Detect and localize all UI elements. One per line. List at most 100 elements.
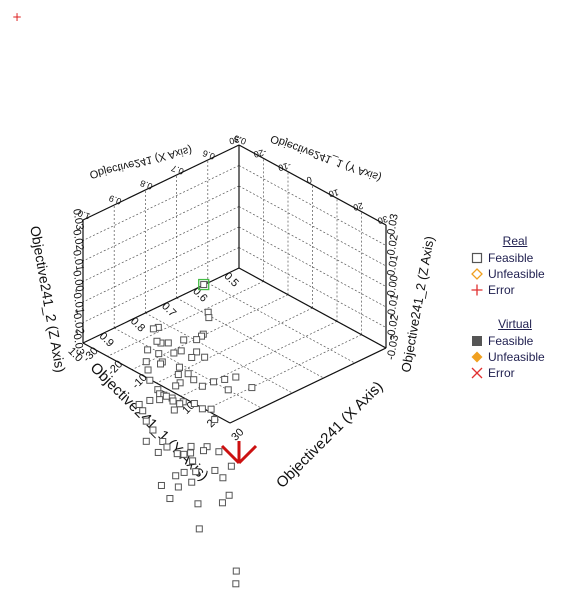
z-tick-label-left: -0.03 — [70, 329, 86, 356]
data-point[interactable] — [157, 481, 165, 489]
data-point[interactable] — [166, 495, 174, 503]
data-point[interactable] — [144, 346, 152, 354]
data-point[interactable] — [193, 348, 201, 356]
data-point[interactable] — [211, 416, 219, 424]
data-point[interactable] — [172, 382, 180, 390]
real-error-row: Error — [470, 282, 560, 298]
data-point[interactable] — [218, 499, 226, 507]
data-point[interactable] — [176, 400, 184, 408]
data-point[interactable] — [142, 358, 150, 366]
data-point[interactable] — [200, 281, 208, 289]
data-point[interactable] — [149, 325, 157, 333]
data-point[interactable] — [142, 417, 150, 425]
data-point[interactable] — [224, 386, 232, 394]
data-point[interactable] — [146, 376, 154, 384]
grid-line — [82, 206, 240, 282]
data-point[interactable] — [174, 483, 182, 491]
z-tick-label-left: 0.02 — [70, 228, 86, 251]
data-point[interactable] — [232, 567, 240, 575]
data-point[interactable] — [154, 448, 162, 456]
z-tick-label-right: -0.01 — [385, 293, 401, 320]
legend-real-title: Real — [502, 234, 528, 248]
data-point[interactable] — [170, 406, 178, 414]
data-point[interactable] — [232, 580, 240, 588]
data-point[interactable] — [190, 376, 198, 384]
data-point[interactable] — [187, 442, 195, 450]
data-point[interactable] — [142, 437, 150, 445]
data-point[interactable] — [146, 396, 154, 404]
axis-edge — [82, 144, 240, 221]
grid-line — [180, 321, 338, 397]
data-point[interactable] — [200, 447, 208, 455]
data-point[interactable] — [174, 371, 182, 379]
data-point[interactable] — [170, 349, 178, 357]
data-point[interactable] — [163, 443, 171, 451]
data-point[interactable] — [211, 466, 219, 474]
legend-label: Unfeasible — [488, 350, 545, 364]
data-point[interactable] — [198, 405, 206, 413]
data-point[interactable] — [159, 438, 167, 445]
grid-line — [82, 165, 240, 241]
data-point[interactable] — [248, 384, 256, 392]
data-point[interactable] — [157, 360, 165, 368]
highlight-point[interactable] — [198, 278, 210, 291]
virtual-unfeasible-row: Unfeasible — [470, 349, 560, 365]
data-point[interactable] — [144, 366, 152, 374]
axis-edge — [229, 347, 387, 424]
data-point[interactable] — [189, 457, 197, 465]
data-point[interactable] — [135, 400, 143, 408]
data-point[interactable] — [227, 462, 235, 470]
data-point[interactable] — [188, 353, 196, 361]
data-point[interactable] — [205, 314, 213, 322]
open-diamond-icon — [470, 267, 484, 281]
data-point[interactable] — [180, 450, 188, 458]
data-point[interactable] — [164, 339, 172, 347]
data-point[interactable] — [215, 448, 223, 456]
z-tick-label-left: 0.00 — [70, 269, 86, 292]
z-tick-label-right: 0.03 — [385, 213, 401, 236]
data-point[interactable] — [149, 426, 157, 434]
data-point[interactable] — [184, 370, 192, 378]
legend-real-items: Feasible Unfeasible Error — [470, 250, 560, 298]
data-point[interactable] — [173, 450, 181, 458]
data-point[interactable] — [177, 347, 185, 355]
data-point[interactable] — [219, 474, 227, 482]
chart-points — [135, 278, 256, 588]
data-point[interactable] — [169, 397, 177, 405]
data-point[interactable] — [180, 336, 188, 344]
data-point[interactable] — [153, 337, 161, 345]
data-point[interactable] — [194, 500, 202, 508]
data-point[interactable] — [210, 378, 218, 386]
data-point[interactable] — [195, 525, 203, 533]
chart-legend: Real Feasible Unfeasible Error Virtual Fea… — [470, 234, 560, 381]
data-point[interactable] — [232, 373, 240, 381]
grid-line — [107, 281, 264, 357]
data-point[interactable] — [187, 449, 195, 457]
data-point[interactable] — [203, 443, 211, 451]
data-point[interactable] — [155, 350, 163, 358]
legend-label: Feasible — [488, 251, 534, 265]
data-point[interactable] — [139, 407, 147, 415]
y-tick-label-back: 0.5 — [232, 133, 247, 147]
legend-label: Feasible — [488, 334, 534, 348]
data-point[interactable] — [201, 353, 209, 361]
data-point[interactable] — [162, 392, 170, 400]
data-point[interactable] — [190, 400, 198, 408]
virtual-error-row: Error — [470, 365, 560, 381]
data-point[interactable] — [175, 363, 183, 371]
data-point[interactable] — [221, 375, 229, 383]
data-point[interactable] — [172, 472, 180, 480]
x-tick-label-back: -30 — [228, 133, 243, 146]
data-point[interactable] — [198, 382, 206, 390]
z-tick-label-left: 0.03 — [70, 208, 86, 231]
z-axis-label: Objective241_2 (Z Axis) — [27, 225, 69, 374]
data-point[interactable] — [225, 491, 233, 499]
data-point[interactable] — [188, 478, 196, 486]
data-point[interactable] — [180, 468, 188, 476]
virtual-feasible-row: Feasible — [470, 333, 560, 349]
data-point[interactable] — [192, 468, 200, 476]
data-point[interactable] — [156, 396, 164, 404]
data-point[interactable] — [193, 336, 201, 344]
data-point[interactable] — [207, 405, 215, 413]
